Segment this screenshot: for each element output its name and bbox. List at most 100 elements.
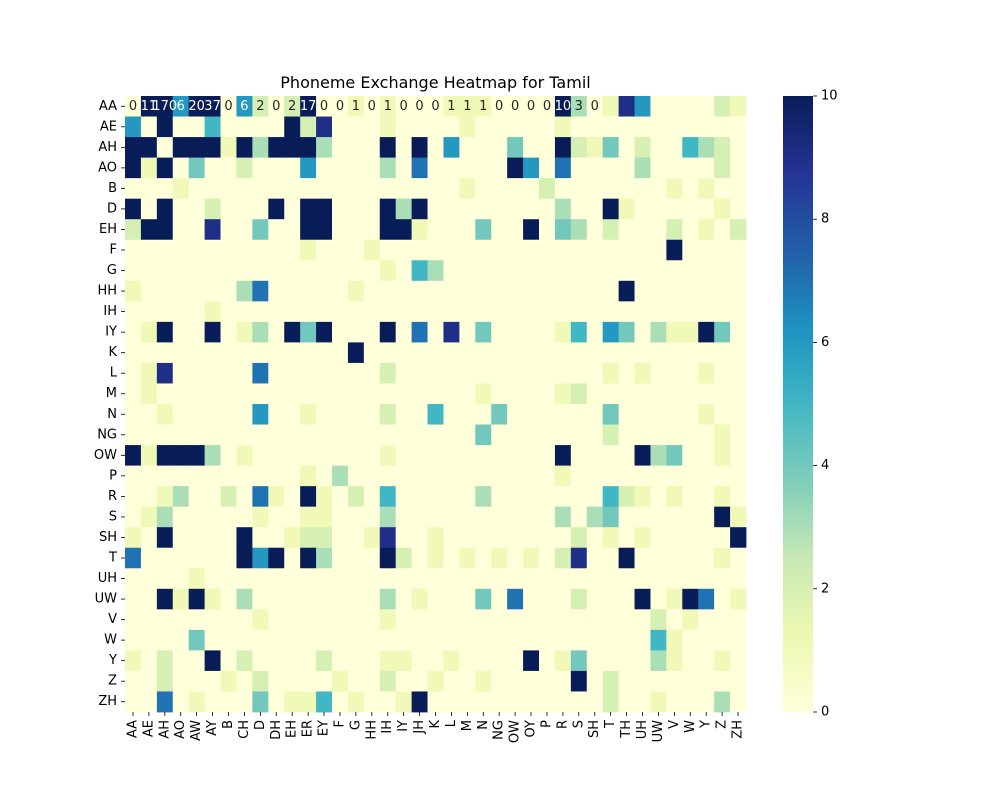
- heatmap-cell: [714, 568, 731, 590]
- heatmap-cell: [698, 116, 715, 138]
- heatmap-cell: [650, 650, 667, 672]
- heatmap-cell: [316, 404, 333, 425]
- heatmap-cell: [650, 609, 667, 631]
- heatmap-cell: [316, 383, 333, 405]
- heatmap-cell: [140, 404, 158, 425]
- heatmap-cell: [554, 260, 572, 282]
- heatmap-cell: [570, 404, 588, 425]
- heatmap-cell: [268, 486, 285, 508]
- heatmap-cell: [332, 527, 349, 549]
- heatmap-cell: [634, 486, 651, 508]
- heatmap-cell: [698, 588, 715, 610]
- heatmap-cell: [586, 239, 604, 261]
- heatmap-cell: [554, 116, 572, 138]
- heatmap-cell: [539, 527, 556, 549]
- heatmap-cell: [666, 321, 683, 343]
- heatmap-cell: [300, 650, 317, 672]
- heatmap-cell: [714, 506, 731, 528]
- heatmap-cell: [491, 116, 508, 138]
- heatmap-cell: [539, 321, 556, 343]
- heatmap-cell: [236, 670, 253, 692]
- heatmap-cell: [730, 239, 747, 261]
- y-tick-label: K: [108, 345, 117, 360]
- heatmap-cell: [300, 486, 317, 508]
- heatmap-cell: [634, 506, 651, 528]
- heatmap-cell: [252, 301, 269, 323]
- x-tick-label: JH: [412, 720, 427, 735]
- heatmap-cell: [539, 137, 556, 158]
- heatmap-cell: [539, 670, 556, 692]
- heatmap-cell: [730, 670, 747, 692]
- heatmap-cell: [459, 157, 476, 179]
- heatmap-cell: [363, 629, 381, 651]
- heatmap-cell: [682, 178, 699, 200]
- heatmap-cell: [316, 445, 333, 466]
- heatmap-cell: [618, 198, 635, 220]
- heatmap-cell: [300, 383, 317, 405]
- heatmap-cell: [284, 527, 301, 549]
- heatmap-cell: [204, 547, 221, 569]
- heatmap-cell: [666, 116, 683, 138]
- heatmap-cell: [443, 342, 460, 364]
- x-tick-label: AE: [141, 720, 156, 737]
- heatmap-cell: [125, 321, 142, 343]
- heatmap-cell: [491, 362, 508, 384]
- heatmap-cell: [300, 96, 317, 117]
- x-tick-label: TH: [619, 720, 634, 739]
- cell-annotation: 0: [591, 99, 599, 114]
- heatmap-cell: [427, 383, 444, 405]
- chart-title: Phoneme Exchange Heatmap for Tamil: [280, 73, 590, 92]
- heatmap-cell: [554, 383, 572, 405]
- heatmap-cell: [347, 568, 365, 590]
- heatmap-cell: [411, 362, 428, 384]
- heatmap-cell: [459, 547, 476, 569]
- heatmap-cell: [475, 260, 492, 282]
- heatmap-cell: [554, 424, 572, 446]
- heatmap-cell: [188, 465, 206, 487]
- heatmap-cell: [379, 157, 397, 179]
- heatmap-cell: [634, 383, 651, 405]
- heatmap-cell: [220, 178, 237, 200]
- y-tick-label: D: [107, 201, 117, 216]
- heatmap-cell: [347, 465, 365, 487]
- heatmap-cell: [172, 691, 190, 713]
- heatmap-cell: [236, 465, 253, 487]
- heatmap-cell: [220, 362, 237, 384]
- heatmap-cell: [220, 445, 237, 466]
- heatmap-cell: [427, 178, 444, 200]
- heatmap-cell: [172, 465, 190, 487]
- heatmap-cell: [220, 198, 237, 220]
- heatmap-cell: [554, 301, 572, 323]
- heatmap-cell: [618, 137, 635, 158]
- heatmap-cell: [586, 445, 604, 466]
- heatmap-cell: [347, 362, 365, 384]
- heatmap-cell: [363, 465, 381, 487]
- heatmap-cell: [140, 465, 158, 487]
- y-tick-label: B: [108, 181, 117, 196]
- heatmap-cell: [236, 362, 253, 384]
- heatmap-cell: [650, 157, 667, 179]
- heatmap-cell: [427, 219, 444, 241]
- heatmap-cell: [730, 609, 747, 631]
- heatmap-cell: [125, 198, 142, 220]
- heatmap-cell: [236, 280, 253, 302]
- heatmap-cell: [140, 219, 158, 241]
- heatmap-cell: [507, 588, 524, 610]
- heatmap-cell: [316, 486, 333, 508]
- heatmap-cell: [332, 301, 349, 323]
- heatmap-cell: [586, 280, 604, 302]
- heatmap-cell: [491, 260, 508, 282]
- heatmap-cell: [395, 178, 413, 200]
- heatmap-cell: [554, 137, 572, 158]
- heatmap-cell: [507, 465, 524, 487]
- heatmap-cell: [507, 96, 524, 117]
- heatmap-cell: [332, 178, 349, 200]
- heatmap-cell: [411, 424, 428, 446]
- heatmap-cell: [618, 650, 635, 672]
- heatmap-cell: [666, 650, 683, 672]
- heatmap-cell: [507, 198, 524, 220]
- heatmap-cell: [570, 239, 588, 261]
- heatmap-cell: [507, 321, 524, 343]
- heatmap-cell: [156, 301, 174, 323]
- heatmap-cell: [459, 116, 476, 138]
